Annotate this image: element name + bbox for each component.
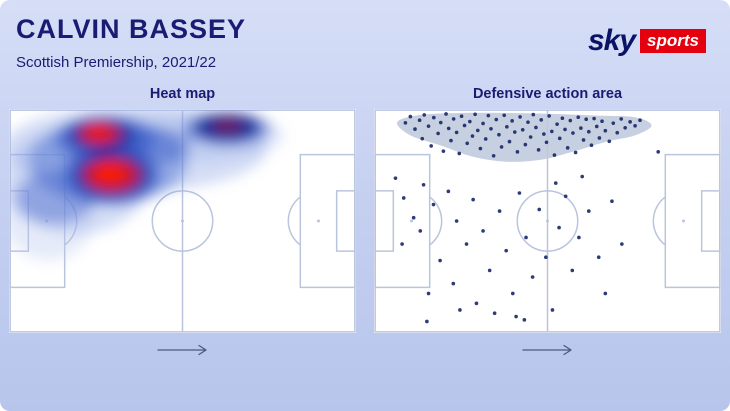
heat-map-title: Heat map <box>149 86 216 102</box>
defensive-action-panel: Defensive action area <box>374 86 721 356</box>
pitch-heatmap <box>9 109 356 333</box>
attack-direction-arrow <box>156 344 207 356</box>
sky-sports-logo: sky sports <box>588 26 706 56</box>
heat-map-panel: Heat map <box>9 86 356 356</box>
header: CALVIN BASSEY Scottish Premiership, 2021… <box>16 14 246 71</box>
sports-logo-text: sports <box>640 29 706 53</box>
panels: Heat map Defensive action area <box>0 86 730 356</box>
sky-logo-text: sky <box>587 24 636 57</box>
attack-direction-arrow <box>521 344 572 356</box>
defensive-action-title: Defensive action area <box>472 86 623 102</box>
page-title: CALVIN BASSEY <box>16 14 247 44</box>
page-subtitle: Scottish Premiership, 2021/22 <box>16 54 217 71</box>
pitch-defensive-actions <box>374 109 721 333</box>
